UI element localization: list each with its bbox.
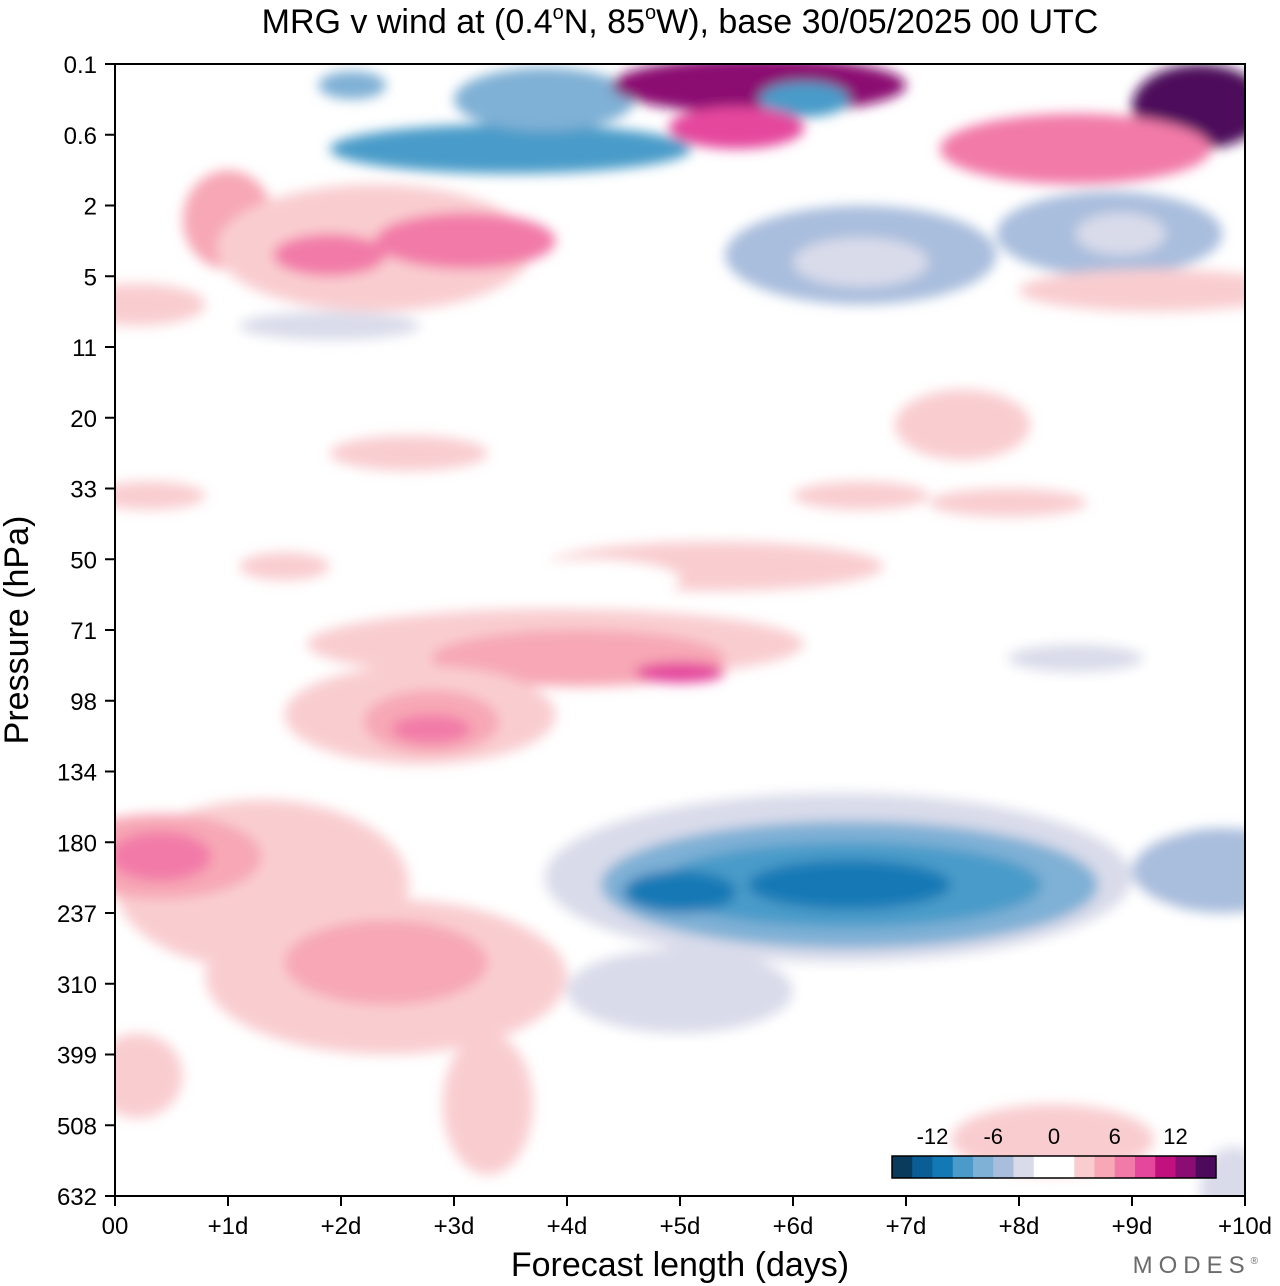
colorbar-legend: -12 -6 0 6 12 xyxy=(891,1124,1217,1179)
y-axis-title: Pressure (hPa) xyxy=(0,516,36,745)
y-tick-label: 134 xyxy=(57,760,97,787)
contour-region-46 xyxy=(567,948,793,1034)
x-tick-label: +8d xyxy=(999,1213,1040,1240)
colorbar-swatch xyxy=(1155,1156,1176,1178)
y-tick-label: 0.6 xyxy=(64,123,97,150)
contour-region-11 xyxy=(126,78,240,107)
contour-region-51 xyxy=(115,831,212,882)
contour-region-7 xyxy=(1075,212,1166,256)
contour-region-21 xyxy=(894,389,1031,461)
modes-logo: MODES® xyxy=(1132,1252,1258,1279)
y-tick-label: 0.1 xyxy=(64,52,97,79)
colorbar-label: -12 xyxy=(917,1124,949,1149)
contour-region-30 xyxy=(781,608,1245,680)
y-tick-label: 2 xyxy=(84,194,97,221)
chart-title: MRG v wind at (0.4oN, 85oW), base 30/05/… xyxy=(262,2,1099,41)
x-tick-label: +5d xyxy=(660,1213,701,1240)
contour-region-22 xyxy=(329,435,488,471)
colorbar-swatch xyxy=(1054,1156,1075,1178)
colorbar-swatch xyxy=(952,1156,974,1178)
colorbar-swatch xyxy=(993,1156,1014,1178)
y-tick-label: 180 xyxy=(57,830,97,857)
x-tick-label: +7d xyxy=(886,1213,927,1240)
contour-region-3 xyxy=(273,233,387,277)
x-tick-label: +6d xyxy=(773,1213,814,1240)
y-tick-label: 237 xyxy=(57,901,97,928)
x-axis: 00 +1d +2d +3d +4d +5d +6d +7d +8d +9d +10d xyxy=(102,1196,1272,1240)
contour-region-18 xyxy=(115,283,206,326)
contour-region-17 xyxy=(1019,269,1245,312)
contour-region-28 xyxy=(499,559,680,602)
contour-region-19 xyxy=(239,311,421,340)
colorbar-swatch xyxy=(1013,1156,1035,1178)
contour-region-16 xyxy=(668,106,805,149)
contour-region-10 xyxy=(318,71,387,100)
y-tick-label: 632 xyxy=(57,1184,97,1211)
plot-area xyxy=(115,64,1245,1196)
colorbar-swatch xyxy=(1114,1156,1136,1178)
y-tick-label: 310 xyxy=(57,972,97,999)
y-tick-label: 399 xyxy=(57,1043,97,1070)
x-tick-label: +9d xyxy=(1112,1213,1153,1240)
x-tick-label: +1d xyxy=(208,1213,249,1240)
colorbar-swatch xyxy=(892,1156,913,1178)
colorbar-swatch xyxy=(1195,1156,1217,1178)
contour-region-14 xyxy=(939,113,1212,185)
contour-region-12 xyxy=(612,64,906,114)
contour-region-53 xyxy=(284,920,488,1005)
contour-region-15 xyxy=(759,81,850,118)
x-tick-label: +10d xyxy=(1218,1213,1272,1240)
contour-region-29 xyxy=(137,601,274,673)
contour-region-55 xyxy=(115,1033,183,1119)
y-axis: 0.1 0.6 2 5 11 20 33 50 71 98 134 180 237 310 399 508 63… xyxy=(57,52,115,1211)
colorbar-swatch xyxy=(1175,1156,1197,1178)
contour-region-43 xyxy=(747,859,952,910)
contour-region-24 xyxy=(793,481,929,510)
y-tick-label: 71 xyxy=(70,618,97,645)
colorbar-label: 12 xyxy=(1163,1124,1187,1149)
y-tick-label: 50 xyxy=(70,547,97,574)
contour-region-9 xyxy=(454,67,635,132)
colorbar-swatch xyxy=(932,1156,954,1178)
contour-region-34 xyxy=(634,661,726,684)
x-tick-label: +3d xyxy=(434,1213,475,1240)
contour-region-26 xyxy=(239,552,330,581)
x-tick-label: 00 xyxy=(102,1213,129,1240)
colorbar-label: 6 xyxy=(1109,1124,1121,1149)
y-tick-label: 20 xyxy=(70,406,97,433)
contour-region-38 xyxy=(115,707,228,765)
colorbar-frame xyxy=(891,1155,1217,1179)
y-tick-label: 98 xyxy=(70,689,97,716)
contour-region-23 xyxy=(115,481,206,510)
y-tick-label: 11 xyxy=(72,335,97,362)
colorbar-swatch xyxy=(973,1156,994,1178)
x-tick-label: +4d xyxy=(547,1213,588,1240)
colorbar-swatch xyxy=(1094,1156,1116,1178)
colorbar-swatch xyxy=(912,1156,933,1178)
contour-region-37 xyxy=(391,714,471,744)
y-tick-label: 5 xyxy=(84,264,97,291)
contour-region-25 xyxy=(928,488,1087,517)
contour-region-2 xyxy=(374,212,556,270)
colorbar-swatch xyxy=(1033,1156,1055,1178)
y-tick-label: 33 xyxy=(70,477,97,504)
contour-region-54 xyxy=(442,1033,534,1175)
colorbar-swatch xyxy=(1074,1156,1095,1178)
contour-region-20 xyxy=(533,308,760,344)
contour-region-44 xyxy=(623,870,737,914)
x-axis-title: Forecast length (days) xyxy=(511,1246,849,1284)
contour-region-31 xyxy=(1007,644,1144,673)
x-tick-label: +2d xyxy=(321,1213,362,1240)
colorbar-label: -6 xyxy=(983,1124,1003,1149)
y-tick-label: 508 xyxy=(57,1113,97,1140)
colorbar-label: 0 xyxy=(1048,1124,1060,1149)
colorbar-swatch xyxy=(1135,1156,1156,1178)
contour-region-8 xyxy=(329,124,692,174)
contour-region-6 xyxy=(793,237,929,287)
contour-region-45 xyxy=(1132,828,1245,913)
